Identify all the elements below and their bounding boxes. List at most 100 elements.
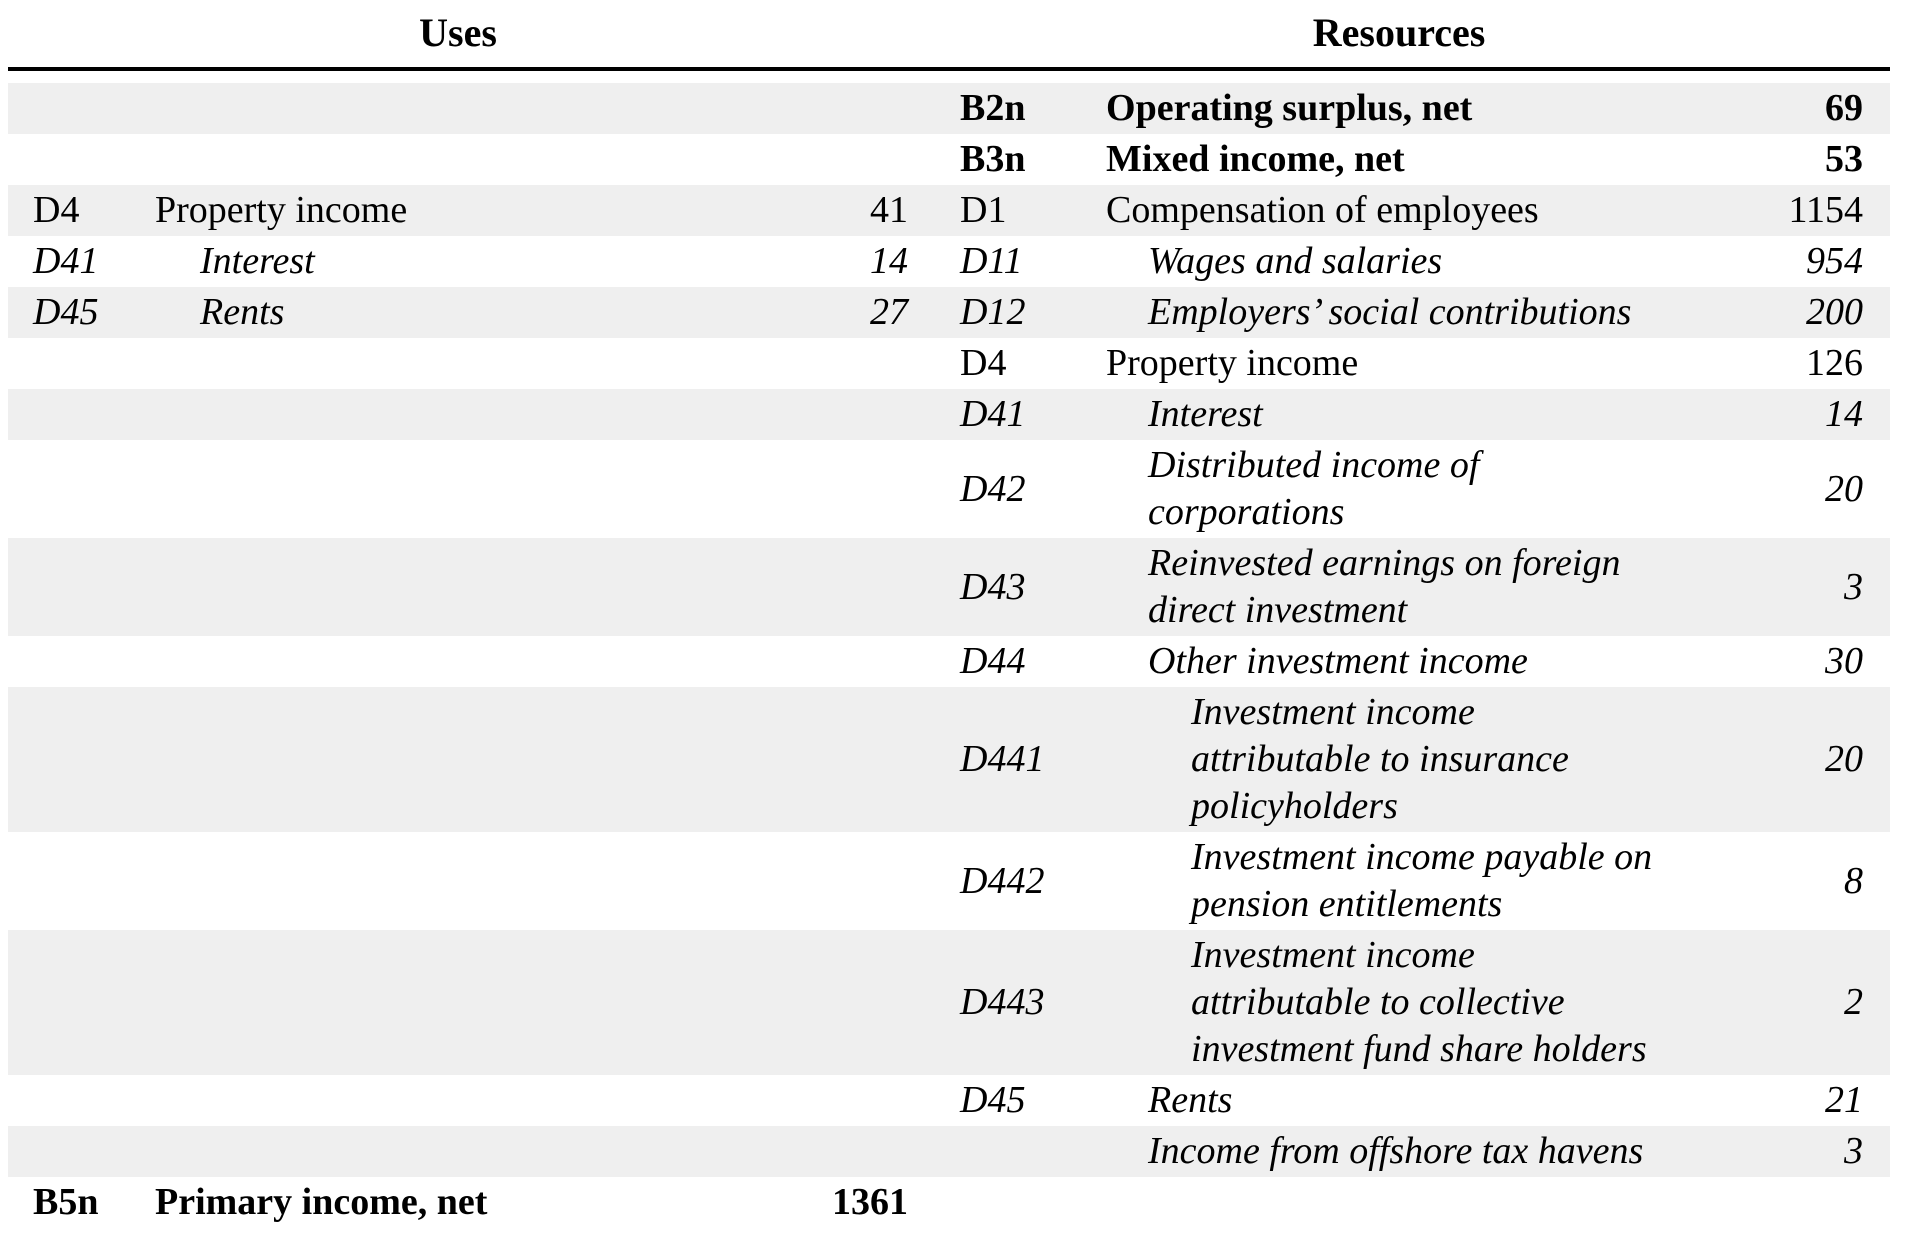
table-row: Income from offshore tax havens 3 — [8, 1126, 1891, 1177]
uses-column-header: Uses — [8, 0, 909, 71]
resources-column-header: Resources — [908, 0, 1891, 71]
uses-value-cell — [693, 440, 908, 538]
resources-label-cell: Operating surplus, net — [1106, 87, 1473, 129]
resources-label-cell: Employers’ social contributions — [1148, 291, 1632, 333]
uses-code-cell — [8, 440, 133, 538]
resources-value-cell: 14 — [1825, 393, 1864, 435]
resources-value-cell: 200 — [1806, 291, 1864, 333]
uses-value-cell — [693, 832, 908, 930]
uses-code-cell — [8, 636, 133, 687]
uses-value-cell: 41 — [870, 189, 909, 231]
table-header: Uses Resources — [8, 0, 1891, 71]
resources-value-cell: 3 — [1844, 565, 1864, 608]
uses-value-cell — [693, 687, 908, 832]
table-row: B3n Mixed income, net 53 — [8, 134, 1890, 185]
table-row: D443 Investment income attributable to co… — [8, 930, 1891, 1075]
table-row: D4 Property income 41 D1 Compensation of emp… — [8, 185, 1891, 236]
uses-value-cell: 14 — [870, 240, 909, 282]
uses-label-cell — [133, 687, 693, 832]
uses-label-cell — [133, 1126, 693, 1177]
resources-value-cell: 3 — [1844, 1130, 1864, 1172]
uses-code-cell: D41 — [33, 240, 99, 282]
resources-label-cell: Investment income attributable to collec… — [1191, 934, 1647, 1070]
spacer-cell — [8, 69, 1890, 83]
table-row: D43 Reinvested earnings on foreign direct… — [8, 538, 1891, 636]
resources-label-cell: Investment income attributable to insura… — [1191, 691, 1569, 827]
resources-label-cell — [1058, 1177, 1700, 1228]
uses-value-cell — [693, 1075, 908, 1126]
resources-label-cell: Reinvested earnings on foreign direct in… — [1148, 542, 1621, 631]
resources-code-cell: D43 — [960, 565, 1026, 608]
resources-code-cell: D1 — [960, 189, 1007, 231]
resources-value-cell: 954 — [1806, 240, 1864, 282]
resources-label-cell: Other investment income — [1148, 640, 1528, 682]
resources-label-cell: Rents — [1148, 1079, 1233, 1121]
uses-code-cell — [8, 930, 133, 1075]
uses-value-cell — [693, 636, 908, 687]
uses-label-cell — [133, 389, 693, 440]
resources-value-cell: 30 — [1825, 640, 1864, 682]
table-row: D41 Interest 14 D11 Wages and salaries 954 — [8, 236, 1890, 287]
uses-code-cell — [8, 134, 133, 185]
uses-label-cell: Property income — [155, 189, 408, 231]
uses-code-cell — [8, 83, 133, 134]
table-row: D42 Distributed income of corporations 20 — [8, 440, 1890, 538]
resources-code-cell: D41 — [960, 393, 1026, 435]
uses-label-cell — [133, 636, 693, 687]
uses-label-cell — [133, 538, 693, 636]
resources-label-cell: Compensation of employees — [1106, 189, 1539, 231]
resources-code-cell: D442 — [960, 859, 1045, 902]
uses-code-cell — [8, 389, 133, 440]
uses-value-cell — [693, 1126, 908, 1177]
uses-code-cell — [8, 1126, 133, 1177]
uses-label-cell — [133, 1075, 693, 1126]
table-row: D442 Investment income payable on pension… — [8, 832, 1890, 930]
uses-label-cell: Primary income, net — [155, 1181, 488, 1223]
uses-label-cell — [133, 83, 693, 134]
table-row: D45 Rents 21 — [8, 1075, 1890, 1126]
resources-label-cell: Property income — [1106, 342, 1359, 384]
uses-value-cell: 27 — [870, 291, 909, 333]
resources-label-cell: Income from offshore tax havens — [1148, 1130, 1644, 1172]
table-body: B2n Operating surplus, net 69 B3n Mixed inco… — [8, 69, 1891, 1228]
table-row: D44 Other investment income 30 — [8, 636, 1890, 687]
uses-value-cell: 1361 — [832, 1181, 909, 1223]
uses-label-cell — [133, 832, 693, 930]
resources-value-cell: 21 — [1825, 1079, 1864, 1121]
primary-income-account-table: Uses Resources B2n Operating surplus, net… — [8, 0, 1891, 1228]
resources-code-cell: D11 — [960, 240, 1023, 282]
resources-code-cell: D45 — [960, 1079, 1026, 1121]
uses-value-cell — [693, 930, 908, 1075]
resources-code-cell: D12 — [960, 291, 1026, 333]
resources-code-cell — [908, 1177, 1058, 1228]
uses-code-cell: B5n — [33, 1181, 99, 1223]
resources-value-cell: 20 — [1825, 738, 1864, 780]
uses-value-cell — [693, 83, 908, 134]
resources-value-cell: 53 — [1825, 138, 1864, 180]
uses-label-cell — [133, 930, 693, 1075]
resources-value-cell: 2 — [1844, 981, 1864, 1023]
uses-value-cell — [693, 338, 908, 389]
resources-code-cell: B2n — [960, 87, 1026, 129]
resources-value-cell: 20 — [1825, 467, 1864, 510]
uses-label-cell: Rents — [200, 291, 285, 333]
uses-label-cell — [133, 338, 693, 389]
uses-label-cell: Interest — [200, 240, 315, 282]
uses-value-cell — [693, 389, 908, 440]
table-row: D45 Rents 27 D12 Employers’ social contribut… — [8, 287, 1891, 338]
uses-code-cell: D45 — [33, 291, 99, 333]
resources-value-cell: 8 — [1844, 859, 1864, 902]
resources-label-cell: Interest — [1148, 393, 1263, 435]
resources-code-cell — [908, 1126, 1058, 1177]
resources-code-cell: B3n — [960, 138, 1026, 180]
uses-label-cell — [133, 440, 693, 538]
resources-code-cell: D42 — [960, 467, 1026, 510]
uses-code-cell — [8, 538, 133, 636]
resources-value-cell: 1154 — [1788, 189, 1864, 231]
table-row: D4 Property income 126 — [8, 338, 1890, 389]
resources-label-cell: Wages and salaries — [1148, 240, 1443, 282]
resources-code-cell: D4 — [960, 342, 1007, 384]
header-row: Uses Resources — [8, 0, 1891, 71]
uses-value-cell — [693, 134, 908, 185]
uses-value-cell — [693, 538, 908, 636]
